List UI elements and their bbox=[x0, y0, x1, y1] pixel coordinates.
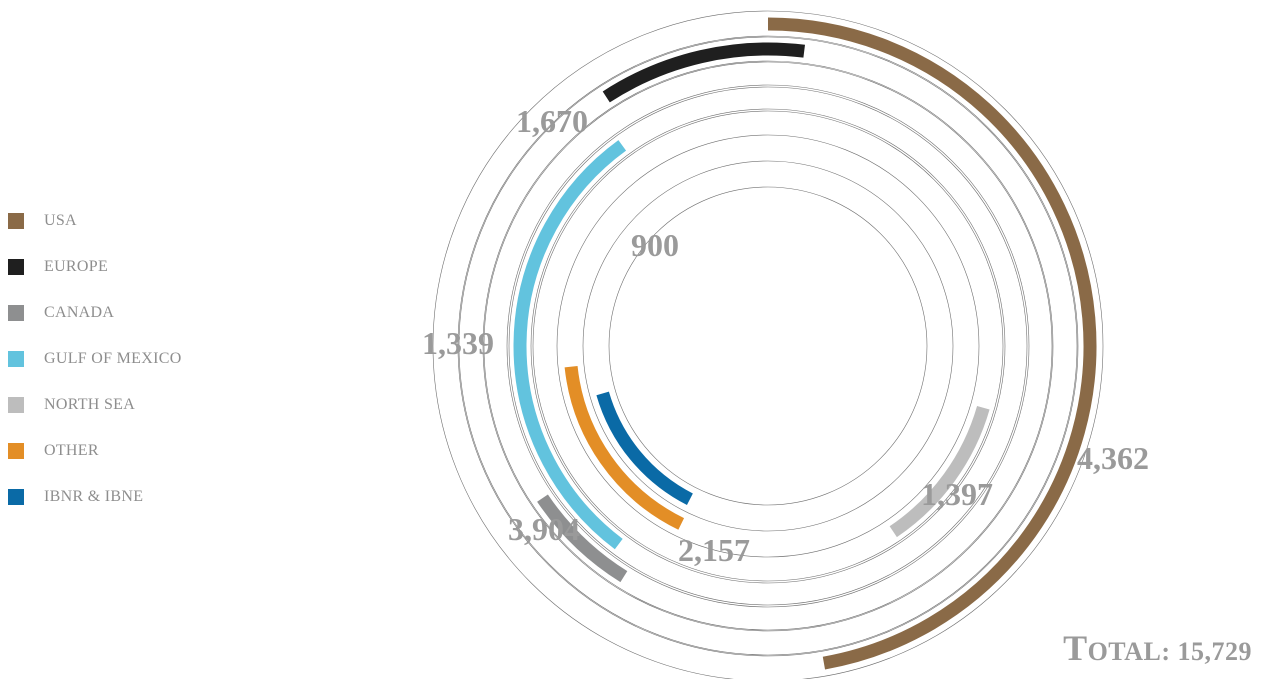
guide-ring-6 bbox=[532, 110, 1004, 582]
legend-swatch bbox=[8, 443, 24, 459]
legend-item-usa: USA bbox=[8, 198, 182, 244]
value-label-gulf-of-mexico: 3,904 bbox=[508, 511, 580, 547]
legend-item-north-sea: NORTH SEA bbox=[8, 382, 182, 428]
arc-gulf-of-mexico bbox=[513, 140, 627, 550]
total-label: TOTAL: 15,729 bbox=[1063, 627, 1252, 669]
value-label-ibnr-ibne: 900 bbox=[631, 227, 679, 263]
guide-ring-0 bbox=[458, 36, 1078, 656]
arc-north-sea bbox=[889, 405, 990, 538]
total-rest: OTAL: 15,729 bbox=[1087, 637, 1252, 666]
guide-ring-1 bbox=[432, 10, 1104, 679]
guide-ring-10 bbox=[582, 160, 954, 532]
guide-ring-3 bbox=[457, 35, 1079, 657]
guide-ring-5 bbox=[482, 60, 1054, 632]
legend-label: OTHER bbox=[44, 442, 99, 459]
legend-item-canada: CANADA bbox=[8, 290, 182, 336]
legend-item-other: OTHER bbox=[8, 428, 182, 474]
guide-ring-2 bbox=[483, 61, 1053, 631]
legend-swatch bbox=[8, 397, 24, 413]
legend-label: NORTH SEA bbox=[44, 396, 136, 413]
guide-ring-9 bbox=[530, 108, 1006, 584]
guide-ring-4 bbox=[508, 86, 1028, 606]
legend-swatch bbox=[8, 213, 24, 229]
guide-ring-7 bbox=[506, 84, 1030, 608]
arc-europe bbox=[602, 42, 805, 103]
arc-usa bbox=[767, 17, 1097, 670]
legend-swatch bbox=[8, 489, 24, 505]
legend-label: GULF OF MEXICO bbox=[44, 350, 182, 367]
legend-item-gulf-of-mexico: GULF OF MEXICO bbox=[8, 336, 182, 382]
value-label-europe: 1,670 bbox=[516, 103, 588, 139]
value-label-canada: 1,339 bbox=[422, 325, 494, 361]
legend-item-ibnr-ibne: IBNR & IBNE bbox=[8, 474, 182, 520]
total-prefix: T bbox=[1063, 628, 1088, 668]
legend-swatch bbox=[8, 259, 24, 275]
legend-label: CANADA bbox=[44, 304, 115, 321]
arc-ibnr-ibne bbox=[596, 391, 693, 506]
arc-other bbox=[564, 366, 685, 530]
legend-item-europe: EUROPE bbox=[8, 244, 182, 290]
legend: USA EUROPE CANADA GULF OF MEXICO NORTH SEA OT… bbox=[8, 198, 182, 520]
legend-swatch bbox=[8, 351, 24, 367]
legend-swatch bbox=[8, 305, 24, 321]
value-label-north-sea: 1,397 bbox=[921, 476, 993, 512]
guide-ring-8 bbox=[556, 134, 980, 558]
arc-canada bbox=[537, 494, 628, 583]
guide-ring-11 bbox=[608, 186, 928, 506]
value-label-other: 2,157 bbox=[678, 532, 750, 568]
legend-label: USA bbox=[44, 212, 77, 229]
legend-label: IBNR & IBNE bbox=[44, 488, 144, 505]
legend-label: EUROPE bbox=[44, 258, 109, 275]
value-label-usa: 4,362 bbox=[1077, 440, 1149, 476]
